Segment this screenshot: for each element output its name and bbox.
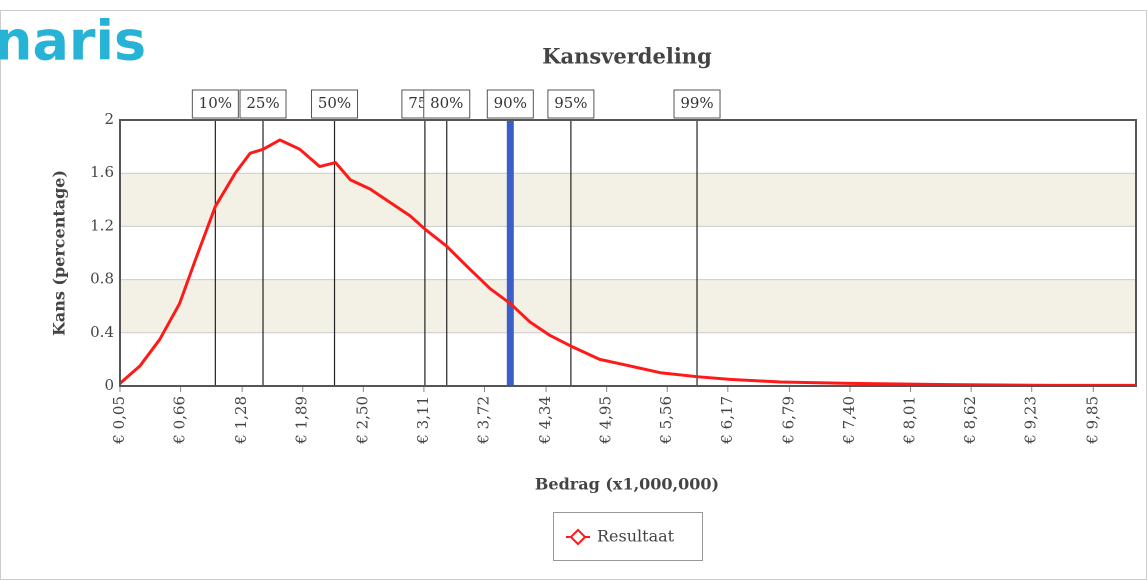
- percentile-box: [311, 89, 359, 119]
- legend[interactable]: Resultaat: [553, 512, 703, 561]
- grid-band: [120, 279, 1136, 333]
- chart-title: Kansverdeling: [542, 44, 712, 69]
- percentile-label: 10%: [199, 94, 232, 112]
- percentile-tag: 10%: [191, 89, 239, 119]
- logo[interactable]: naris: [0, 10, 146, 73]
- y-tick-label: 2: [104, 110, 114, 128]
- x-tick-label: € 0,66: [171, 396, 189, 445]
- percentile-box: [673, 89, 721, 119]
- x-tick-label: € 8,01: [901, 396, 919, 445]
- x-tick-label: € 0,05: [110, 396, 128, 445]
- percentile-box: [486, 89, 534, 119]
- plot: 0 0.4 0.8 1.2 1.6 2 € 0,05 € 0,66 € 1,28 € 1,89 € …: [90, 89, 1137, 445]
- percentile-box: [547, 89, 595, 119]
- x-tick-label: € 5,56: [657, 396, 675, 445]
- x-tick-label: € 4,34: [536, 396, 554, 445]
- percentile-tag: 25%: [239, 89, 287, 119]
- x-tick-label: € 1,28: [232, 396, 250, 445]
- percentile-box: [191, 89, 239, 119]
- y-tick-label: 1.2: [90, 216, 114, 234]
- x-tick-label: € 6,79: [779, 396, 797, 445]
- percentile-label: 80%: [430, 94, 463, 112]
- percentile-label: 25%: [246, 94, 279, 112]
- percentile-tag: 50%: [311, 89, 359, 119]
- x-tick-label: € 9,23: [1022, 396, 1040, 445]
- percentile-label: 95%: [554, 94, 587, 112]
- x-tick-label: € 3,11: [414, 396, 432, 445]
- frame: [0, 10, 1147, 580]
- y-tick-label: 0: [104, 376, 114, 394]
- x-tick-label: € 4,95: [597, 396, 615, 445]
- percentile-tag: 80%: [423, 89, 471, 119]
- x-tick-label: € 9,85: [1083, 396, 1101, 445]
- percentile-label: 99%: [680, 94, 713, 112]
- y-tick-label: 0.8: [90, 270, 114, 288]
- legend-label: Resultaat: [597, 527, 675, 546]
- x-tick-label: € 1,89: [293, 396, 311, 445]
- percentile-label: 50%: [318, 94, 351, 112]
- legend-marker: [569, 528, 587, 546]
- y-tick-label: 0.4: [90, 323, 114, 341]
- grid-band: [120, 173, 1136, 227]
- data-line: [119, 138, 1136, 387]
- percentile-tag: 95%: [547, 89, 595, 119]
- x-tick-label: € 3,72: [474, 396, 492, 445]
- percentile-box: [239, 89, 287, 119]
- y-axis-label: Kans (percentage): [50, 170, 69, 336]
- x-axis-label: Bedrag (x1,000,000): [535, 475, 719, 494]
- percentile-tag: 90%: [486, 89, 534, 119]
- x-tick-label: € 6,17: [718, 396, 736, 445]
- y-tick-label: 1.6: [90, 163, 114, 181]
- plot-border: [119, 119, 1137, 387]
- percentile-tag: 99%: [673, 89, 721, 119]
- x-tick-label: € 8,62: [961, 396, 979, 445]
- x-tick-label: € 2,50: [353, 396, 371, 445]
- percentile-box: [423, 89, 471, 119]
- x-tick-label: € 7,40: [840, 396, 858, 445]
- percentile-label: 90%: [494, 94, 527, 112]
